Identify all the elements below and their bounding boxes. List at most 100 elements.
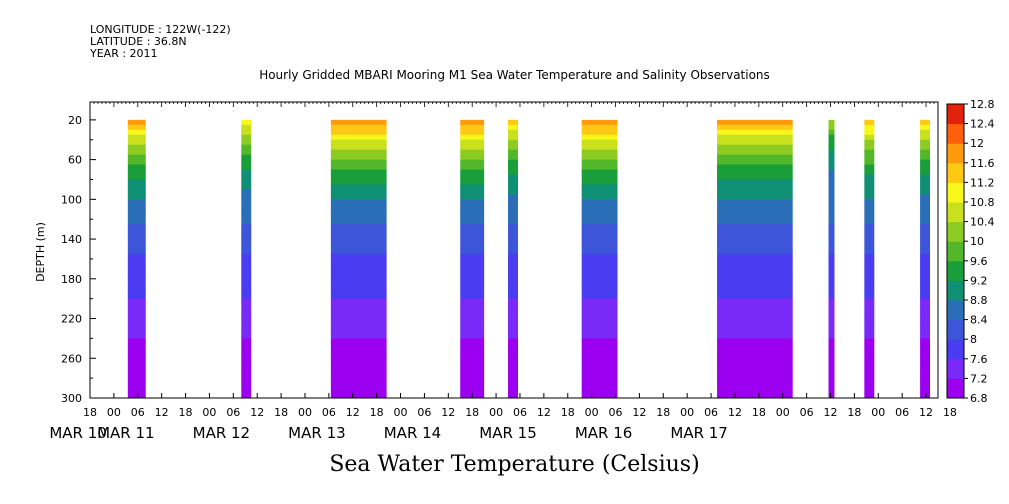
- colorbar-swatch: [947, 182, 964, 203]
- temperature-cell: [508, 159, 518, 166]
- temperature-cell: [920, 368, 931, 374]
- temperature-cell: [127, 278, 146, 285]
- temperature-cell: [864, 288, 875, 295]
- temperature-cell: [920, 303, 931, 310]
- temperature-cell: [127, 343, 146, 349]
- temperature-cell: [581, 373, 618, 379]
- temperature-cell: [717, 149, 793, 156]
- temperature-cell: [717, 134, 793, 141]
- temperature-cell: [717, 244, 793, 250]
- temperature-cell: [864, 283, 875, 290]
- temperature-cell: [127, 303, 146, 310]
- temperature-cell: [460, 273, 485, 280]
- temperature-cell: [581, 318, 618, 325]
- x-date-label: MAR 12: [193, 424, 250, 442]
- temperature-cell: [828, 239, 835, 245]
- x-tick-label: 00: [776, 406, 790, 419]
- x-tick-label: 18: [83, 406, 97, 419]
- temperature-cell: [330, 164, 387, 171]
- temperature-cell: [717, 353, 793, 359]
- temperature-cell: [828, 378, 835, 384]
- temperature-cell: [920, 258, 931, 265]
- temperature-cell: [508, 119, 518, 126]
- temperature-cell: [717, 293, 793, 300]
- temperature-cell: [828, 154, 835, 161]
- temperature-cell: [581, 288, 618, 295]
- temperature-cell: [241, 224, 252, 230]
- temperature-cell: [460, 383, 485, 389]
- temperature-cell: [127, 383, 146, 389]
- temperature-cell: [717, 194, 793, 200]
- temperature-cell: [864, 219, 875, 225]
- temperature-cell: [717, 323, 793, 329]
- temperature-cell: [460, 378, 485, 384]
- y-tick-label: 140: [61, 233, 82, 246]
- temperature-cell: [920, 229, 931, 235]
- temperature-cell: [460, 318, 485, 325]
- temperature-cell: [920, 189, 931, 195]
- colorbar-swatch: [947, 260, 964, 281]
- temperature-cell: [920, 278, 931, 285]
- temperature-cell: [460, 164, 485, 171]
- temperature-cell: [581, 393, 618, 399]
- temperature-cell: [920, 144, 931, 151]
- temperature-cell: [828, 323, 835, 329]
- temperature-cell: [460, 293, 485, 300]
- temperature-cell: [127, 144, 146, 151]
- temperature-cell: [508, 249, 518, 255]
- temperature-cell: [717, 368, 793, 374]
- temperature-cell: [460, 253, 485, 260]
- colorbar-label: 12: [970, 137, 984, 150]
- temperature-cell: [581, 368, 618, 374]
- temperature-cell: [717, 388, 793, 394]
- temperature-cell: [920, 343, 931, 349]
- temperature-cell: [241, 323, 252, 329]
- colorbar-label: 10.4: [970, 216, 995, 229]
- temperature-cell: [828, 298, 835, 305]
- temperature-cell: [717, 298, 793, 305]
- colorbar-frame: [946, 103, 965, 399]
- data-segment: [864, 119, 875, 399]
- colorbar-swatch: [947, 221, 964, 242]
- temperature-cell: [864, 328, 875, 334]
- temperature-cell: [330, 353, 387, 359]
- temperature-cell: [127, 209, 146, 215]
- temperature-cell: [330, 293, 387, 300]
- temperature-cell: [330, 343, 387, 349]
- y-tick-label: 20: [68, 114, 82, 127]
- temperature-cell: [330, 393, 387, 399]
- temperature-cell: [828, 318, 835, 325]
- temperature-cell: [717, 253, 793, 260]
- x-tick-label: 12: [346, 406, 360, 419]
- temperature-cell: [828, 368, 835, 374]
- temperature-cell: [241, 149, 252, 156]
- chart-caption: Sea Water Temperature (Celsius): [329, 452, 700, 477]
- temperature-cell: [241, 244, 252, 250]
- temperature-cell: [330, 244, 387, 250]
- longitude-label: LONGITUDE : 122W(-122): [90, 23, 231, 36]
- temperature-cell: [127, 253, 146, 260]
- temperature-cell: [127, 249, 146, 255]
- temperature-cell: [864, 268, 875, 275]
- temperature-cell: [127, 338, 146, 344]
- temperature-cell: [241, 124, 252, 131]
- temperature-cell: [241, 239, 252, 245]
- temperature-cell: [330, 219, 387, 225]
- temperature-cell: [920, 323, 931, 329]
- temperature-cell: [460, 234, 485, 240]
- temperature-cell: [508, 189, 518, 195]
- temperature-cell: [581, 313, 618, 320]
- temperature-cell: [241, 263, 252, 270]
- temperature-cell: [581, 159, 618, 166]
- x-tick-label: 18: [465, 406, 479, 419]
- temperature-cell: [581, 298, 618, 305]
- temperature-cell: [330, 149, 387, 156]
- temperature-cell: [828, 338, 835, 344]
- temperature-cell: [127, 363, 146, 369]
- temperature-cell: [828, 159, 835, 166]
- x-date-label: MAR 15: [479, 424, 536, 442]
- x-tick-label: 06: [895, 406, 909, 419]
- temperature-cell: [508, 383, 518, 389]
- temperature-cell: [920, 224, 931, 230]
- temperature-cell: [864, 139, 875, 146]
